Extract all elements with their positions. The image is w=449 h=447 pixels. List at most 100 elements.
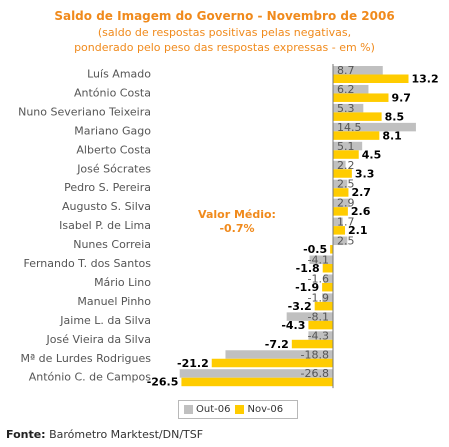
category-label-jaime-l-da-silva: Jaime L. da Silva — [59, 314, 151, 327]
bar-out-06-augusto-s-silva — [333, 198, 350, 208]
value-label-out-06-antonio-c-de-campos: -26.8 — [301, 367, 329, 380]
category-label-jose-vieira-da-silva: José Vieira da Silva — [46, 333, 151, 346]
bar-nov-06-manuel-pinho — [314, 301, 333, 311]
value-label-nov-06-nunes-correia: -0.5 — [303, 243, 327, 256]
value-label-nov-06-antonio-c-de-campos: -26.5 — [147, 376, 179, 389]
value-label-nov-06-m-de-lurdes-rodrigues: -21.2 — [177, 357, 209, 370]
category-label-isabel-p-de-lima: Isabel P. de Lima — [59, 219, 151, 232]
value-label-nov-06-mariano-gago: 8.1 — [382, 129, 402, 142]
value-label-nov-06-jose-socrates: 3.3 — [355, 167, 375, 180]
chart-subtitle-line-2: ponderado pelo peso das respostas expres… — [74, 41, 375, 54]
legend-label-nov-06: Nov-06 — [247, 404, 284, 415]
bar-nov-06-jaime-l-da-silva — [308, 320, 333, 330]
category-label-m-de-lurdes-rodrigues: Mª de Lurdes Rodrigues — [20, 352, 151, 365]
value-label-out-06-nuno-severiano-teixeira: 5.3 — [337, 102, 355, 115]
source-label: Fonte: — [6, 428, 46, 441]
bar-out-06-antonio-c-de-campos — [179, 369, 333, 378]
value-label-out-06-mario-lino: -1.6 — [308, 272, 329, 285]
legend-label-out-06: Out-06 — [196, 404, 231, 415]
value-label-nov-06-isabel-p-de-lima: 2.1 — [348, 224, 368, 237]
bar-out-06-m-de-lurdes-rodrigues — [225, 350, 333, 359]
bar-out-06-fernando-t-dos-santos — [309, 255, 333, 264]
legend-swatch-nov-06 — [235, 405, 245, 414]
bar-nov-06-augusto-s-silva — [333, 207, 348, 216]
bar-nov-06-nuno-severiano-teixeira — [333, 112, 382, 121]
value-label-out-06-augusto-s-silva: 2.9 — [337, 197, 355, 210]
bar-nov-06-antonio-c-de-campos — [181, 377, 333, 387]
bar-nov-06-alberto-costa — [333, 150, 359, 159]
chart-legend: Out-06 Nov-06 — [178, 400, 298, 419]
value-label-nov-06-jose-vieira-da-silva: -7.2 — [265, 338, 289, 351]
value-label-out-06-jose-socrates: 2.2 — [337, 159, 355, 172]
average-annotation-value: -0.7% — [219, 222, 255, 235]
value-label-nov-06-jaime-l-da-silva: -4.3 — [281, 319, 305, 332]
bar-nov-06-nunes-correia — [330, 245, 333, 254]
category-label-manuel-pinho: Manuel Pinho — [77, 295, 151, 308]
value-label-out-06-luis-amado: 8.7 — [337, 64, 355, 77]
category-label-nuno-severiano-teixeira: Nuno Severiano Teixeira — [18, 105, 151, 118]
source-text: Barómetro Marktest/DN/TSF — [49, 428, 204, 441]
source-note: Fonte: Barómetro Marktest/DN/TSF — [6, 428, 203, 441]
value-label-out-06-nunes-correia: 2.5 — [337, 235, 355, 248]
value-label-nov-06-manuel-pinho: -3.2 — [288, 300, 312, 313]
value-label-out-06-fernando-t-dos-santos: -4.1 — [308, 254, 329, 267]
category-label-augusto-s-silva: Augusto S. Silva — [62, 200, 151, 213]
value-label-out-06-jose-vieira-da-silva: -4.3 — [308, 329, 329, 342]
value-label-nov-06-augusto-s-silva: 2.6 — [351, 205, 371, 218]
category-label-antonio-costa: António Costa — [74, 86, 151, 99]
bar-out-06-antonio-costa — [333, 84, 369, 94]
category-label-fernando-t-dos-santos: Fernando T. dos Santos — [23, 257, 151, 270]
bar-out-06-mariano-gago — [333, 122, 416, 132]
bar-out-06-jaime-l-da-silva — [286, 312, 333, 321]
bar-nov-06-luis-amado — [333, 74, 409, 83]
value-label-nov-06-nuno-severiano-teixeira: 8.5 — [385, 110, 405, 123]
value-label-nov-06-antonio-costa: 9.7 — [391, 91, 411, 104]
value-label-out-06-pedro-s-pereira: 2.5 — [337, 178, 355, 191]
category-label-mariano-gago: Mariano Gago — [74, 124, 151, 137]
category-label-alberto-costa: Alberto Costa — [76, 143, 151, 156]
bar-nov-06-m-de-lurdes-rodrigues — [211, 358, 333, 368]
value-label-out-06-manuel-pinho: -1.9 — [308, 291, 329, 304]
chart-subtitle-line-1: (saldo de respostas positivas pelas nega… — [97, 26, 352, 39]
bar-nov-06-jose-socrates — [333, 169, 352, 178]
value-label-nov-06-alberto-costa: 4.5 — [362, 148, 382, 161]
bar-out-06-mario-lino — [323, 274, 333, 283]
bar-out-06-nunes-correia — [333, 236, 348, 246]
bar-out-06-nuno-severiano-teixeira — [333, 103, 364, 113]
bar-out-06-luis-amado — [333, 66, 383, 75]
bar-nov-06-mario-lino — [322, 282, 333, 292]
bar-nov-06-pedro-s-pereira — [333, 188, 349, 197]
category-label-antonio-c-de-campos: António C. de Campos — [29, 371, 152, 384]
bar-nov-06-fernando-t-dos-santos — [322, 264, 333, 273]
bar-out-06-alberto-costa — [333, 141, 363, 151]
bar-nov-06-jose-vieira-da-silva — [291, 339, 333, 349]
value-label-nov-06-pedro-s-pereira: 2.7 — [351, 186, 371, 199]
category-label-pedro-s-pereira: Pedro S. Pereira — [64, 181, 151, 194]
value-label-out-06-mariano-gago: 14.5 — [337, 121, 362, 134]
bar-out-06-pedro-s-pereira — [333, 179, 348, 189]
bar-out-06-jose-vieira-da-silva — [308, 331, 333, 340]
bar-nov-06-antonio-costa — [333, 93, 389, 102]
chart-title: Saldo de Imagem do Governo - Novembro de… — [54, 9, 395, 23]
category-label-luis-amado: Luís Amado — [87, 68, 151, 81]
value-label-out-06-alberto-costa: 5.1 — [337, 140, 355, 153]
value-label-out-06-isabel-p-de-lima: 1.7 — [337, 216, 355, 229]
value-label-out-06-antonio-costa: 6.2 — [337, 83, 355, 96]
value-label-out-06-m-de-lurdes-rodrigues: -18.8 — [301, 348, 329, 361]
legend-item-nov-06: Nov-06 — [235, 404, 283, 415]
value-label-nov-06-fernando-t-dos-santos: -1.8 — [296, 262, 320, 275]
value-label-out-06-jaime-l-da-silva: -8.1 — [308, 310, 329, 323]
value-label-nov-06-mario-lino: -1.9 — [295, 281, 319, 294]
average-annotation-title: Valor Médio: — [198, 208, 276, 221]
bar-nov-06-isabel-p-de-lima — [333, 226, 346, 235]
category-label-nunes-correia: Nunes Correia — [73, 238, 151, 251]
bar-out-06-isabel-p-de-lima — [333, 217, 343, 227]
legend-item-out-06: Out-06 — [184, 404, 230, 415]
value-label-nov-06-luis-amado: 13.2 — [412, 73, 439, 86]
category-label-jose-socrates: José Sócrates — [76, 162, 151, 175]
bar-out-06-jose-socrates — [333, 160, 346, 170]
category-label-mario-lino: Mário Lino — [94, 276, 151, 289]
bar-nov-06-mariano-gago — [333, 131, 380, 140]
legend-swatch-out-06 — [184, 405, 193, 414]
